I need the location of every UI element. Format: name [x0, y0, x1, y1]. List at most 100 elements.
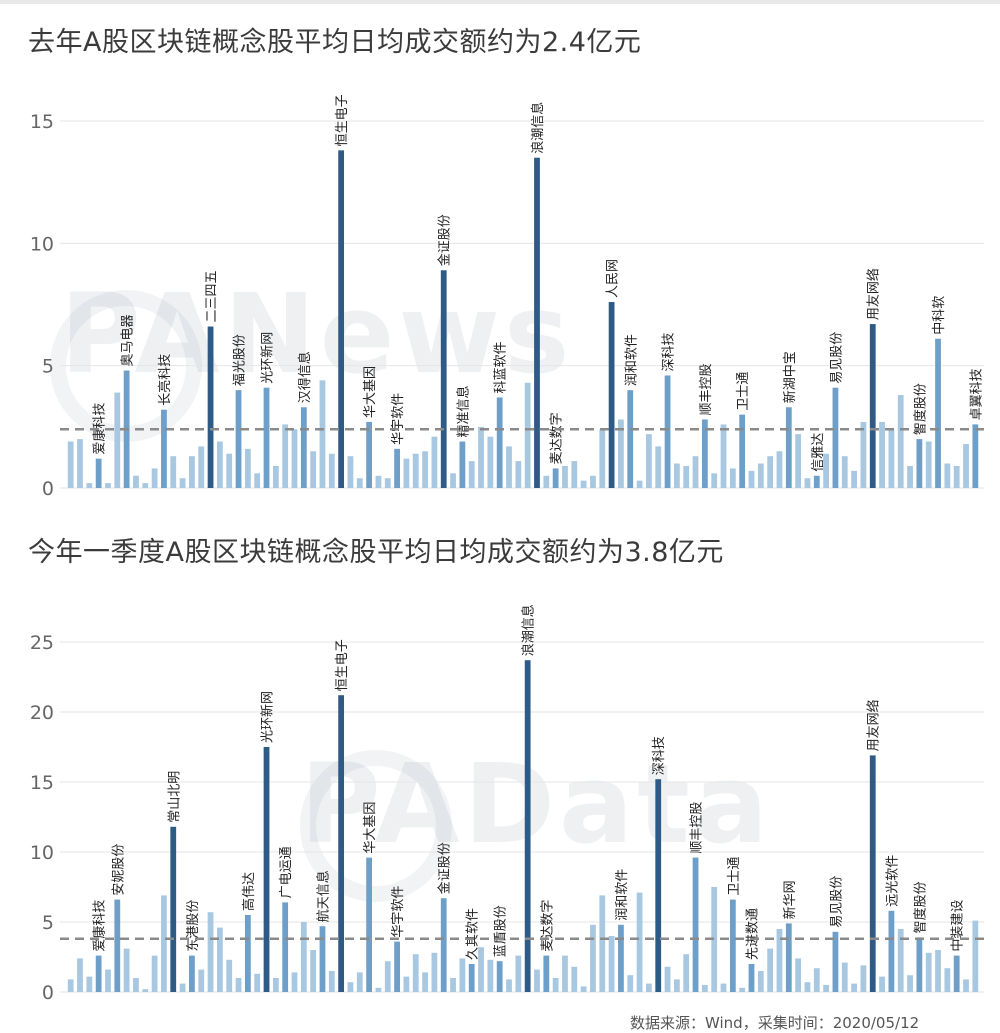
bar — [450, 473, 456, 488]
bar — [506, 446, 512, 488]
bar — [907, 465, 913, 488]
bar — [478, 947, 484, 992]
bar — [888, 429, 895, 488]
bar-data-label: 智度股份 — [912, 881, 928, 933]
bar-labeled — [935, 338, 941, 488]
bar-data-label: 卫士通 — [727, 857, 742, 896]
bar — [86, 976, 93, 992]
bar-labeled — [496, 397, 503, 488]
bar — [189, 456, 195, 488]
chart-title-last-year: 去年A股区块链概念股平均日均成交额约为2.4亿元 — [28, 27, 642, 58]
bar — [599, 895, 606, 992]
bar — [813, 968, 820, 992]
bar — [67, 441, 74, 488]
y-tick-label: 5 — [42, 356, 54, 378]
bar-labeled — [170, 826, 177, 992]
bar — [748, 470, 755, 488]
bar-labeled — [664, 375, 671, 488]
bar — [627, 975, 634, 992]
bar — [608, 936, 615, 992]
bar-labeled — [627, 390, 634, 488]
bar-data-label: 福光股份 — [233, 334, 248, 386]
bar — [944, 968, 951, 992]
bar — [254, 473, 261, 488]
bar-labeled — [496, 961, 503, 992]
bar — [599, 429, 606, 488]
y-tick-label: 20 — [30, 702, 54, 724]
bar-data-label: 华宇软件 — [391, 393, 406, 445]
bar-data-label: 爱康科技 — [92, 900, 108, 952]
bar-labeled — [235, 390, 242, 488]
bar — [729, 468, 736, 488]
bar-labeled — [263, 387, 270, 488]
bar — [142, 989, 149, 992]
bar — [422, 972, 428, 992]
watermark-panews: PANews — [60, 270, 574, 398]
bar — [524, 382, 531, 488]
bar — [543, 475, 550, 488]
bar — [963, 979, 969, 992]
bar-labeled — [114, 899, 121, 992]
bar-data-label: 金证股份 — [437, 842, 453, 894]
bar — [179, 983, 186, 992]
bar-labeled — [394, 941, 400, 992]
bar — [133, 475, 139, 488]
bar-labeled — [655, 779, 662, 992]
bar — [478, 426, 484, 488]
bar-labeled — [468, 964, 475, 992]
bar — [67, 979, 74, 992]
bar-labeled — [748, 964, 755, 992]
bar — [114, 392, 121, 488]
bar — [487, 436, 494, 488]
bar — [683, 954, 690, 992]
bar-data-label: 恒生电子 — [335, 94, 350, 146]
bar-data-label: 久其软件 — [466, 908, 481, 960]
bar — [953, 465, 960, 488]
bar-labeled — [263, 747, 270, 992]
bar-labeled — [552, 468, 559, 488]
bar-labeled — [869, 755, 876, 992]
bar — [925, 952, 932, 992]
bar-labeled — [916, 937, 923, 992]
bar — [384, 478, 391, 488]
bar-labeled — [608, 302, 615, 488]
bar — [142, 483, 149, 488]
bar — [403, 458, 410, 488]
bar — [431, 952, 438, 992]
bar-labeled — [319, 926, 326, 992]
bar-data-label: 二三四五 — [205, 271, 220, 323]
bar — [701, 985, 708, 992]
bar-data-label: 顺丰控股 — [690, 802, 705, 854]
bar — [77, 958, 83, 992]
bar — [226, 959, 233, 992]
bar — [636, 480, 643, 488]
chart-title-this-quarter: 今年一季度A股区块链概念股平均日均成交额约为3.8亿元 — [28, 537, 724, 568]
y-tick-label: 15 — [30, 111, 54, 133]
bar — [795, 434, 802, 488]
bar — [198, 969, 205, 992]
bar — [590, 475, 596, 488]
bar — [711, 887, 718, 992]
bar-labeled — [543, 955, 550, 992]
bar-labeled — [739, 414, 746, 488]
bar — [562, 465, 568, 488]
bar — [515, 955, 522, 992]
bar — [412, 453, 419, 488]
bar — [468, 461, 475, 488]
bar-labeled — [366, 857, 372, 992]
bar-data-label: 易见股份 — [829, 876, 844, 928]
bar-labeled — [440, 898, 447, 992]
bar — [450, 978, 456, 992]
bar-labeled — [95, 955, 102, 992]
bar-data-label: 恒生电子 — [335, 639, 350, 691]
y-tick-label: 15 — [30, 772, 54, 794]
bar-labeled — [785, 407, 792, 488]
bar — [170, 456, 177, 488]
bar — [776, 929, 783, 992]
bar-data-label: 信雅达 — [811, 433, 826, 472]
bar — [776, 451, 783, 488]
bar-labeled — [832, 387, 839, 488]
bar-labeled — [161, 409, 167, 488]
bar — [347, 982, 354, 992]
bar — [674, 979, 680, 992]
